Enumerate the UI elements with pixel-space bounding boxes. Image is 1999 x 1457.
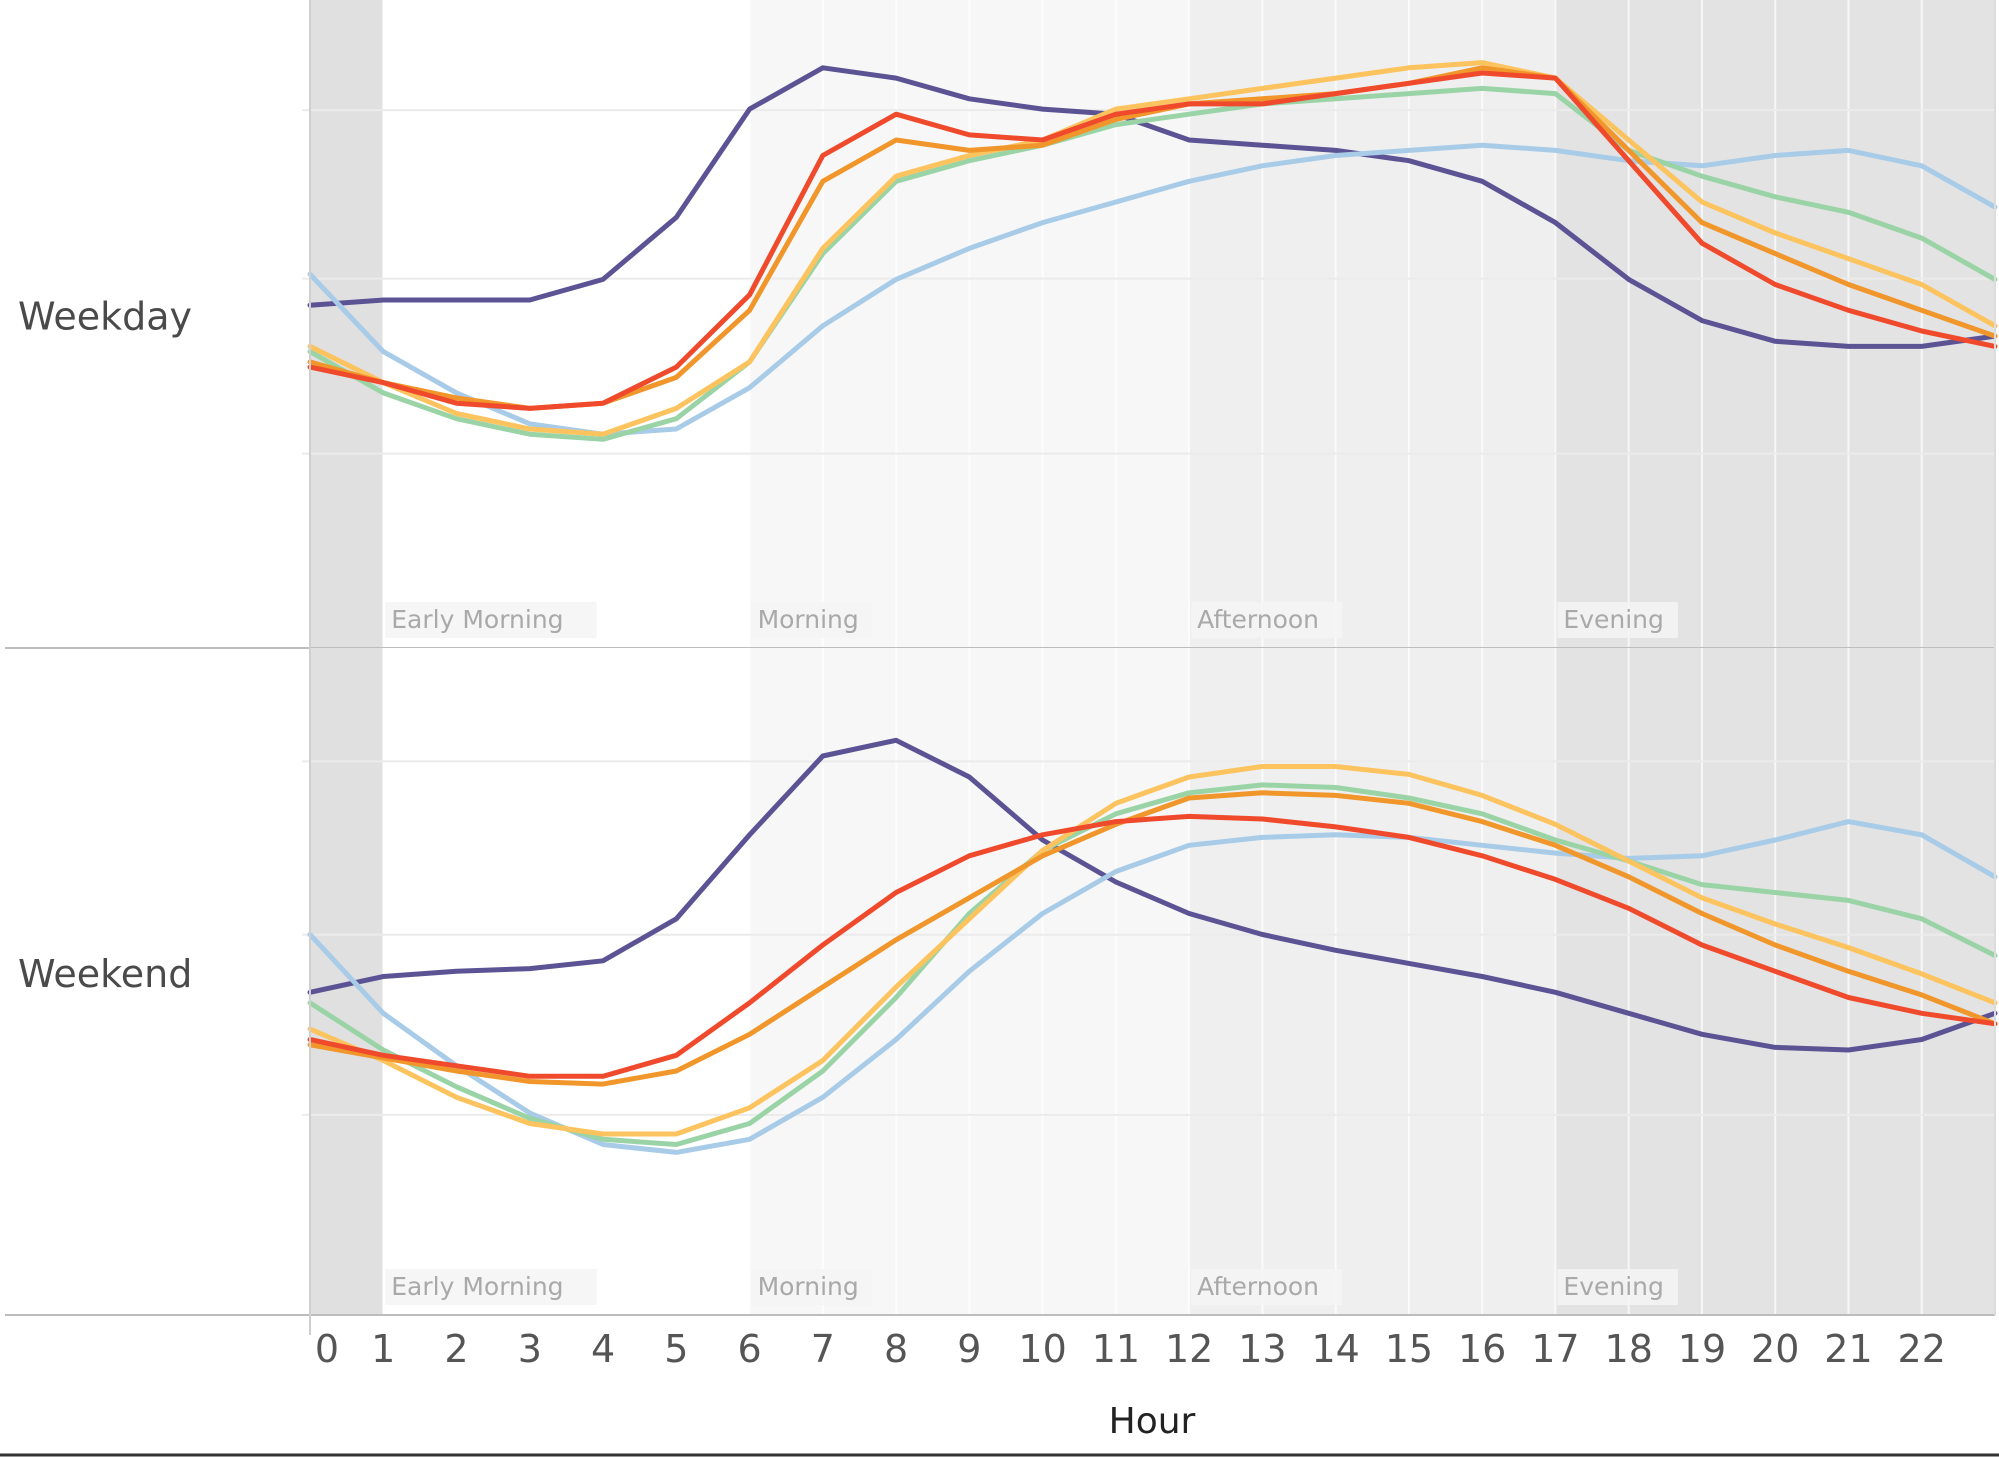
period-band-night <box>310 648 384 1315</box>
x-tick-label: 14 <box>1311 1327 1359 1371</box>
x-tick-label: 12 <box>1165 1327 1213 1371</box>
period-label-early-morning: Early Morning <box>391 605 563 634</box>
period-label-morning: Morning <box>758 605 859 634</box>
x-tick-label: 22 <box>1898 1327 1946 1371</box>
x-tick-label: 2 <box>444 1327 468 1371</box>
series-line <box>307 819 1998 1155</box>
x-tick-label: 18 <box>1605 1327 1653 1371</box>
period-label-bg <box>385 602 597 638</box>
x-tick-label: 8 <box>884 1327 908 1371</box>
x-tick-label: 0 <box>315 1327 339 1371</box>
x-tick-label: 21 <box>1824 1327 1872 1371</box>
x-tick-label: 7 <box>811 1327 835 1371</box>
x-tick-label: 11 <box>1092 1327 1140 1371</box>
series-line <box>307 737 1998 1053</box>
x-tick-label: 5 <box>664 1327 688 1371</box>
row-label-weekday: Weekday <box>18 295 192 339</box>
period-label-bg <box>1191 1269 1342 1305</box>
series-line <box>307 65 1998 349</box>
period-band-early-morning <box>383 648 750 1315</box>
row-label-weekend: Weekend <box>18 952 192 996</box>
period-label-bg <box>385 1269 597 1305</box>
period-label-bg <box>751 602 872 638</box>
series-line <box>307 70 1998 411</box>
x-tick-label: 19 <box>1678 1327 1726 1371</box>
period-label-afternoon: Afternoon <box>1197 605 1319 634</box>
x-tick-label: 4 <box>591 1327 615 1371</box>
period-label-evening: Evening <box>1563 605 1663 634</box>
x-tick-label: 6 <box>737 1327 761 1371</box>
series-line <box>307 60 1998 437</box>
x-tick-label: 17 <box>1531 1327 1579 1371</box>
series-line <box>307 790 1998 1087</box>
period-band-night <box>310 0 384 648</box>
period-label-morning: Morning <box>758 1272 859 1301</box>
x-tick-label: 9 <box>957 1327 981 1371</box>
series-line <box>307 764 1998 1137</box>
period-band-early-morning <box>383 0 750 648</box>
period-label-bg <box>1557 1269 1678 1305</box>
x-axis-title: Hour <box>1109 1401 1196 1442</box>
period-label-bg <box>1191 602 1342 638</box>
x-tick-label: 15 <box>1385 1327 1433 1371</box>
x-tick-label: 10 <box>1018 1327 1066 1371</box>
series-line <box>307 813 1998 1079</box>
series-line <box>307 782 1998 1147</box>
x-tick-label: 20 <box>1751 1327 1799 1371</box>
x-tick-label: 13 <box>1238 1327 1286 1371</box>
period-label-early-morning: Early Morning <box>391 1272 563 1301</box>
x-tick-label: 16 <box>1458 1327 1506 1371</box>
period-label-bg <box>751 1269 872 1305</box>
x-tick-label: 1 <box>371 1327 395 1371</box>
period-label-afternoon: Afternoon <box>1197 1272 1319 1301</box>
period-label-evening: Evening <box>1563 1272 1663 1301</box>
x-tick-label: 3 <box>518 1327 542 1371</box>
series-line <box>307 85 1998 442</box>
period-label-bg <box>1557 602 1678 638</box>
